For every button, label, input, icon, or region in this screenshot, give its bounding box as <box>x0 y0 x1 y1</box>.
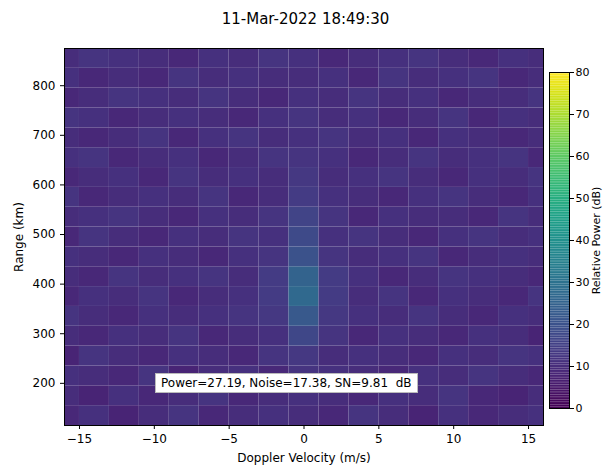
svg-text:−5: −5 <box>220 432 238 446</box>
svg-text:300: 300 <box>33 327 56 341</box>
svg-text:700: 700 <box>33 128 56 142</box>
svg-text:0: 0 <box>300 432 308 446</box>
svg-text:800: 800 <box>33 79 56 93</box>
svg-text:50: 50 <box>576 192 590 205</box>
svg-text:15: 15 <box>521 432 536 446</box>
svg-text:Range (km): Range (km) <box>12 202 26 272</box>
svg-text:600: 600 <box>33 178 56 192</box>
svg-text:40: 40 <box>576 234 590 247</box>
svg-text:0: 0 <box>576 402 583 415</box>
svg-text:30: 30 <box>576 276 590 289</box>
svg-text:20: 20 <box>576 318 590 331</box>
svg-text:−15: −15 <box>67 432 92 446</box>
svg-text:10: 10 <box>576 360 590 373</box>
svg-text:400: 400 <box>33 277 56 291</box>
svg-text:Relative Power (dB): Relative Power (dB) <box>590 187 603 295</box>
svg-text:70: 70 <box>576 108 590 121</box>
svg-text:−10: −10 <box>142 432 167 446</box>
svg-text:Doppler Velocity (m/s): Doppler Velocity (m/s) <box>237 451 371 465</box>
html-text:Power=27.19, Noise=17.38, SN=9: Power=27.19, Noise=17.38, SN=9.81 dB <box>161 376 412 390</box>
svg-text:5: 5 <box>375 432 383 446</box>
svg-text:200: 200 <box>33 376 56 390</box>
svg-text:10: 10 <box>446 432 461 446</box>
svg-text:500: 500 <box>33 227 56 241</box>
svg-text:80: 80 <box>576 66 590 79</box>
html-text:11-Mar-2022 18:49:30: 11-Mar-2022 18:49:30 <box>221 10 390 28</box>
svg-text:60: 60 <box>576 150 590 163</box>
